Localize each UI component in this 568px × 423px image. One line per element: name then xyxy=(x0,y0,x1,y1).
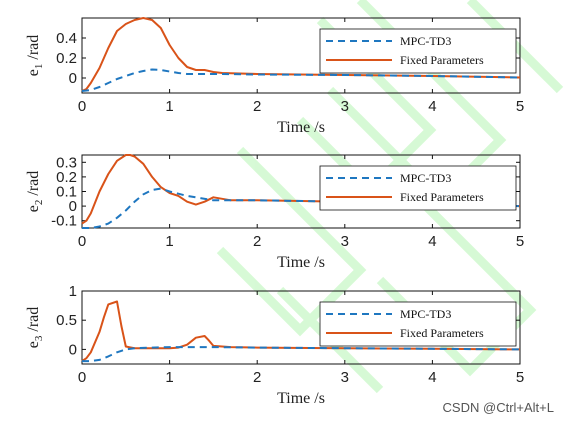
x-tick-label: 2 xyxy=(253,369,261,386)
legend-label: Fixed Parameters xyxy=(400,190,484,204)
y-axis-label-main: e xyxy=(25,341,42,348)
x-tick-label: 5 xyxy=(516,233,524,250)
x-tick-label: 0 xyxy=(78,369,86,386)
y-axis-label-main: e xyxy=(25,69,42,76)
legend: MPC-TD3 Fixed Parameters xyxy=(319,28,517,74)
x-axis-label: Time /s xyxy=(277,254,325,271)
csdn-watermark: CSDN @Ctrl+Alt+L xyxy=(442,400,554,415)
legend-label: Fixed Parameters xyxy=(400,326,484,340)
legend-box xyxy=(319,301,517,347)
y-axis-label: e2 /rad xyxy=(25,171,45,212)
x-tick-label: 4 xyxy=(428,369,436,386)
y-axis-label-subscript: 2 xyxy=(33,200,45,206)
x-axis-label: Time /s xyxy=(277,119,325,136)
x-tick-label: 4 xyxy=(428,98,436,115)
y-tick-label: 0.3 xyxy=(56,154,77,171)
series-line-mpc-td3 xyxy=(82,187,521,229)
y-axis-label-main: e xyxy=(25,205,42,212)
y-tick-label: 0.4 xyxy=(56,30,77,47)
x-tick-label: 3 xyxy=(341,98,349,115)
y-axis-label: e1 /rad xyxy=(25,35,45,76)
legend-label: MPC-TD3 xyxy=(400,307,451,321)
y-tick-label: 0.1 xyxy=(56,184,77,201)
x-axis-label: Time /s xyxy=(277,390,325,407)
legend: MPC-TD3 Fixed Parameters xyxy=(319,301,517,347)
legend-box xyxy=(319,165,517,211)
axes-frame xyxy=(81,290,521,365)
y-axis-label-unit: /rad xyxy=(25,307,42,336)
legend-label: MPC-TD3 xyxy=(400,34,451,48)
y-axis-label-unit: /rad xyxy=(25,171,42,200)
x-tick-label: 2 xyxy=(253,233,261,250)
x-tick-label: 5 xyxy=(516,98,524,115)
x-tick-label: 4 xyxy=(428,233,436,250)
x-tick-label: 1 xyxy=(165,233,173,250)
y-axis-label: e3 /rad xyxy=(25,307,45,348)
legend: MPC-TD3 Fixed Parameters xyxy=(319,165,517,211)
y-axis-label-subscript: 3 xyxy=(33,335,45,341)
y-tick-label: -0.1 xyxy=(51,213,77,230)
y-tick-label: 1 xyxy=(69,283,77,300)
x-tick-label: 3 xyxy=(341,369,349,386)
x-tick-label: 1 xyxy=(165,369,173,386)
y-tick-label: 0 xyxy=(69,341,77,358)
x-tick-label: 0 xyxy=(78,233,86,250)
legend-label: MPC-TD3 xyxy=(400,171,451,185)
legend-label: Fixed Parameters xyxy=(400,53,484,67)
y-tick-label: 0.2 xyxy=(56,50,77,67)
x-tick-label: 2 xyxy=(253,98,261,115)
y-tick-label: 0 xyxy=(69,198,77,215)
legend-box xyxy=(319,28,517,74)
x-tick-label: 3 xyxy=(341,233,349,250)
y-axis-label-unit: /rad xyxy=(25,35,42,64)
y-tick-label: 0.2 xyxy=(56,169,77,186)
x-tick-label: 1 xyxy=(165,98,173,115)
series-line-mpc-td3 xyxy=(81,68,521,92)
series-line-fixed-parameters xyxy=(81,17,521,92)
x-tick-label: 5 xyxy=(516,369,524,386)
y-axis-label-subscript: 1 xyxy=(33,64,45,70)
series-line-fixed-parameters xyxy=(81,300,521,362)
series-line-mpc-td3 xyxy=(82,346,521,363)
y-tick-label: 0 xyxy=(69,70,77,87)
y-tick-label: 0.5 xyxy=(56,312,77,329)
x-tick-label: 0 xyxy=(78,98,86,115)
axes-frame xyxy=(81,17,521,94)
